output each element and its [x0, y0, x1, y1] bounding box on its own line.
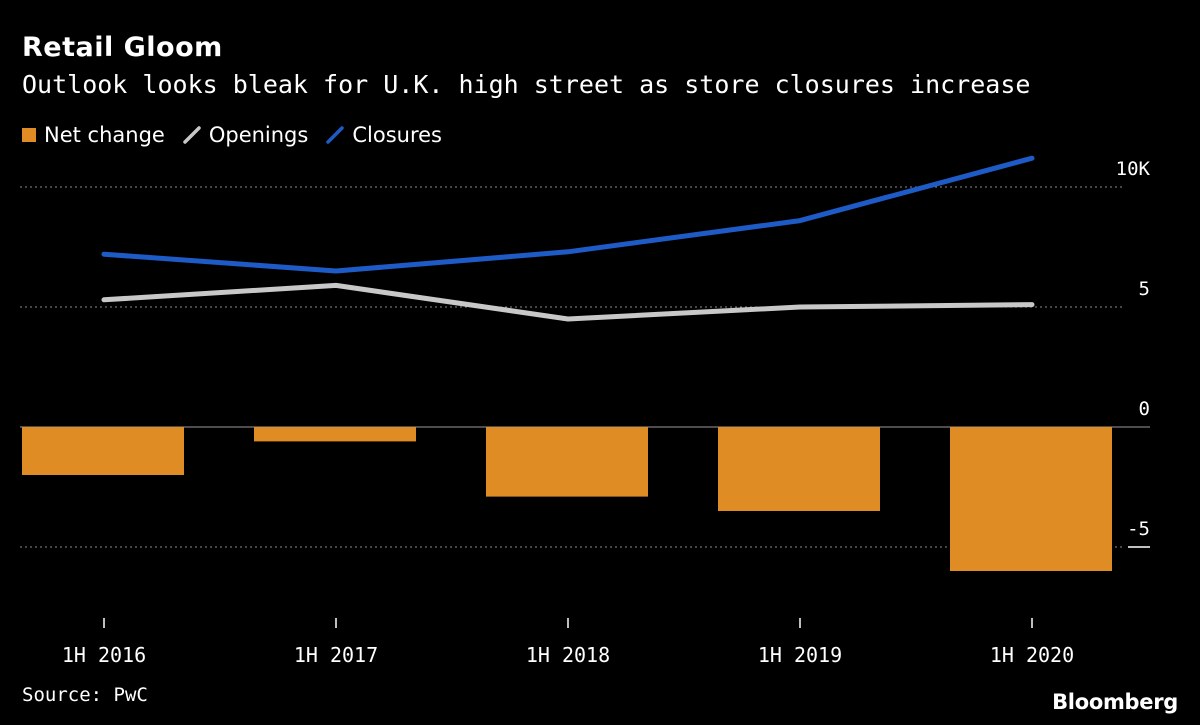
- x-tick-label-1: 1H 2017: [294, 643, 378, 667]
- legend-label-closures: Closures: [352, 123, 442, 147]
- bar-net-change-4: [950, 427, 1112, 571]
- legend-label-openings: Openings: [208, 123, 309, 147]
- y-tick-label-0: 10K: [1116, 158, 1151, 180]
- y-tick-label-2: 0: [1139, 398, 1150, 420]
- legend-swatch-net-change: [22, 128, 36, 142]
- bar-net-change-0: [22, 427, 184, 475]
- bar-net-change-3: [718, 427, 880, 511]
- line-closures: [101, 155, 1035, 274]
- legend-label-net-change: Net change: [44, 123, 165, 147]
- y-tick-label-1: 5: [1139, 278, 1150, 300]
- legend-item-openings: Openings: [183, 123, 309, 147]
- y-tick-label-3: -5: [1127, 518, 1150, 540]
- bloomberg-logo: Bloomberg: [1052, 690, 1178, 714]
- x-tick-label-3: 1H 2019: [758, 643, 842, 667]
- legend-item-net-change: Net change: [22, 123, 165, 147]
- legend: Net change Openings Closures: [22, 123, 460, 147]
- x-tick-label-2: 1H 2018: [526, 643, 610, 667]
- source-note: Source: PwC: [22, 684, 148, 706]
- legend-line-openings-icon: [183, 126, 201, 144]
- chart-subtitle: Outlook looks bleak for U.K. high street…: [22, 70, 1031, 99]
- x-tick-label-0: 1H 2016: [62, 643, 146, 667]
- legend-line-closures-icon: [326, 126, 345, 144]
- legend-item-closures: Closures: [326, 123, 442, 147]
- line-openings: [101, 282, 1035, 322]
- chart-title: Retail Gloom: [22, 32, 223, 63]
- x-tick-label-4: 1H 2020: [990, 643, 1074, 667]
- bar-net-change-1: [254, 427, 416, 442]
- bar-net-change-2: [486, 427, 648, 497]
